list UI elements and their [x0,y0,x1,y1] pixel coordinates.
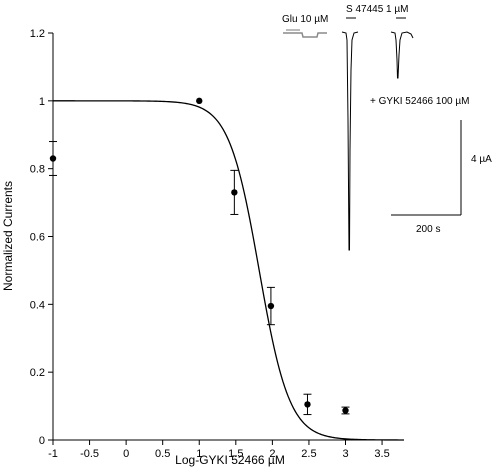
x-tick-label: -0.5 [80,448,99,460]
x-tick-label: 0.5 [155,448,170,460]
y-tick-label: 0 [39,435,45,447]
x-tick-label: -1 [48,448,58,460]
data-point [267,302,275,310]
x-tick-label: 1.5 [228,448,243,460]
y-tick-label: 0.6 [30,232,45,244]
x-tick-label: 3 [342,448,348,460]
x-tick-label: 0 [123,448,129,460]
data-points [49,97,350,416]
scale-y-label: 4 µA [471,154,492,165]
data-point [342,407,349,414]
gyki-label: + GYKI 52466 100 µM [370,96,469,107]
y-tick-label: 0.2 [30,367,45,379]
data-point [304,401,311,408]
y-tick-label: 0.8 [30,164,45,176]
current-trace-2 [390,31,414,79]
fit-curve [53,100,405,441]
y-tick-label: 0.4 [30,299,45,311]
glu-label: Glu 10 µM [282,14,328,25]
x-tick-label: 1 [196,448,202,460]
x-axis-ticks: -1 -0.5 0 0.5 1 1.5 2 2.5 3 3.5 [48,440,390,460]
glu-trace [283,32,327,38]
x-tick-label: 2.5 [301,448,316,460]
scale-x-label: 200 s [416,224,440,235]
current-trace-1 [341,31,359,251]
data-point [196,97,203,105]
data-point [231,189,238,196]
x-axis-label: Log-GYKI 52466 µM [175,453,285,467]
inset-trace: Glu 10 µM S 47445 1 µM + GYKI 52466 100 … [282,4,492,251]
s47445-label: S 47445 1 µM [346,4,408,15]
data-point [49,155,57,162]
y-tick-label: 1.2 [30,28,45,40]
x-tick-label: 2 [269,448,275,460]
y-tick-label: 1 [39,96,45,108]
x-tick-label: 3.5 [374,448,389,460]
y-axis-label: Normalized Currents [1,181,15,291]
y-axis-ticks: 0 0.2 0.4 0.6 0.8 1 1.2 [30,28,53,447]
